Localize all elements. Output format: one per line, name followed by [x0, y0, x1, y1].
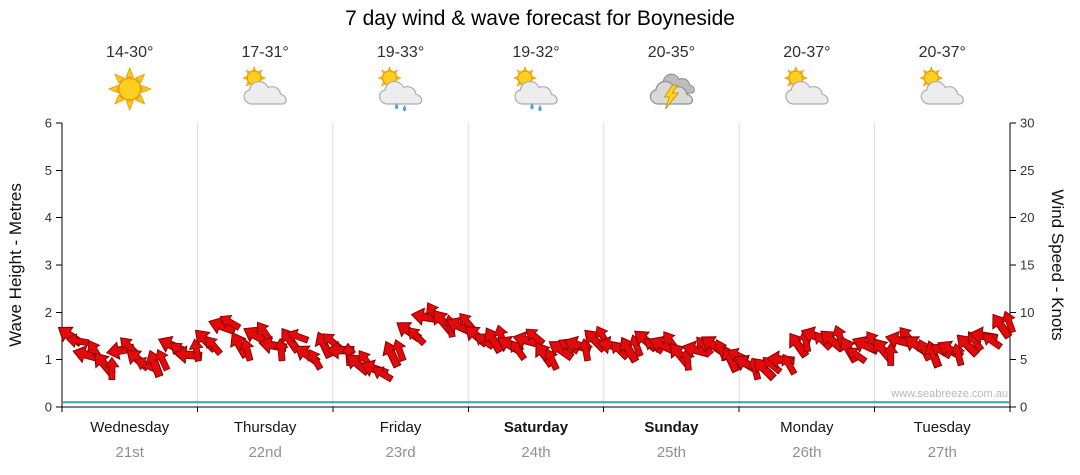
wind-arrow [510, 340, 528, 362]
day-date: 21st [115, 444, 144, 461]
temperature-range: 19-32° [512, 44, 560, 61]
wind-arrow [544, 348, 560, 371]
left-axis-tick-label: 2 [45, 305, 52, 320]
wind-arrow [57, 326, 84, 347]
day-label: Sunday [644, 419, 699, 436]
wind-arrow [525, 328, 546, 347]
day-date: 22nd [248, 444, 282, 461]
weather-icon-sun-cloud-rain [379, 67, 422, 111]
right-axis-tick-label: 30 [1020, 116, 1034, 131]
day-date: 24th [521, 444, 551, 461]
wind-arrow [239, 338, 255, 362]
weather-icon-sun-cloud [243, 67, 286, 104]
temperature-range: 20-35° [647, 44, 696, 61]
day-label: Wednesday [90, 419, 170, 436]
wind-arrow-series [57, 302, 1017, 383]
wind-arrow [273, 337, 289, 362]
temperature-range: 14-30° [106, 44, 154, 61]
weather-icon-storm [650, 74, 694, 109]
weather-icon-sun-cloud [785, 67, 828, 104]
page-title: 7 day wind & wave forecast for Boyneside [345, 7, 735, 30]
wind-arrow [154, 348, 171, 372]
wind-arrow [371, 366, 394, 383]
right-axis-tick-label: 10 [1020, 305, 1034, 320]
day-date: 25th [656, 444, 687, 461]
weather-icon-sun-cloud [920, 67, 963, 104]
day-label: Tuesday [913, 419, 971, 436]
temperature-range: 17-31° [241, 44, 289, 61]
wind-arrow [407, 327, 427, 347]
left-axis-tick-label: 6 [45, 116, 52, 131]
day-label: Monday [780, 419, 834, 436]
axes [56, 122, 1016, 412]
wind-arrow [753, 358, 777, 382]
left-axis-title: Wave Height - Metres [6, 183, 25, 347]
right-axis-tick-label: 25 [1020, 163, 1034, 178]
wind-arrow [781, 353, 798, 376]
weather-icon-sunny [107, 67, 152, 111]
wind-arrow [219, 314, 242, 331]
wind-arrow [846, 347, 868, 365]
wind-arrow [1001, 310, 1017, 334]
temperature-range: 19-33° [376, 44, 425, 61]
wind-arrow [205, 336, 223, 357]
temperature-range: 20-37° [918, 44, 966, 61]
day-date: 23rd [385, 444, 416, 461]
watermark: www.seabreeze.com.au [891, 388, 1008, 400]
wind-arrow [286, 328, 310, 344]
right-axis-title: Wind Speed - Knots [1048, 189, 1067, 341]
wind-arrow [981, 333, 1003, 350]
day-date: 27th [927, 444, 957, 461]
right-axis-tick-label: 15 [1020, 258, 1034, 273]
temperature-range: 20-37° [783, 44, 831, 61]
wind-arrow [391, 339, 407, 363]
weather-icon-sun-cloud-rain [514, 67, 557, 111]
right-axis-tick-label: 20 [1020, 210, 1034, 225]
wind-arrow [325, 340, 355, 360]
left-axis-tick-label: 3 [45, 258, 52, 273]
left-axis-tick-label: 4 [45, 210, 52, 225]
left-axis-tick-label: 1 [45, 352, 52, 367]
wind-arrow [65, 333, 90, 349]
day-label: Saturday [503, 419, 569, 436]
day-label: Friday [379, 419, 422, 436]
right-axis-tick-label: 5 [1020, 352, 1027, 367]
wind-arrow [104, 356, 120, 381]
day-label: Thursday [233, 419, 297, 436]
left-axis-tick-label: 5 [45, 163, 52, 178]
right-axis-tick-label: 0 [1020, 400, 1027, 415]
wind-arrow [548, 340, 575, 362]
wind-arrow [307, 348, 324, 371]
day-date: 26th [792, 444, 822, 461]
left-axis-tick-label: 0 [45, 400, 52, 415]
